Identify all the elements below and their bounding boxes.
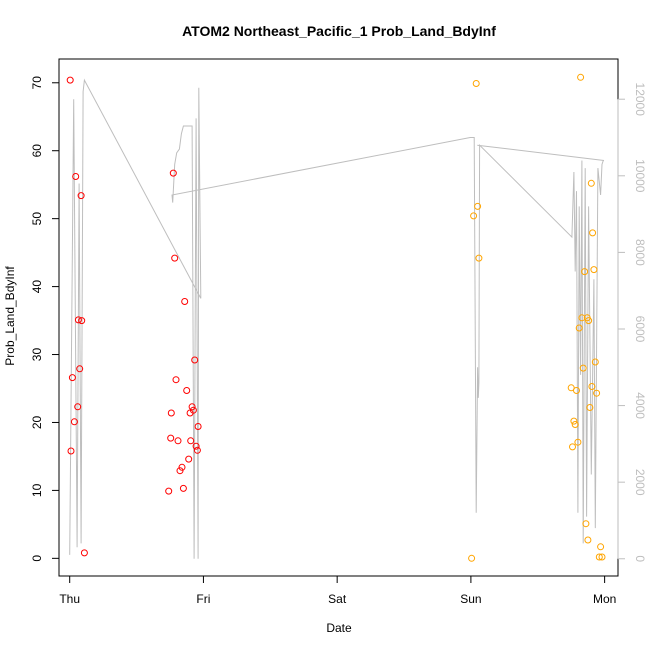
y-tick-label: 30 (30, 348, 44, 362)
data-point-series-1 (187, 437, 195, 445)
data-point-series-1 (74, 316, 82, 324)
data-point-series-2 (575, 324, 583, 332)
data-point-series-1 (68, 374, 76, 382)
data-point-series-1 (176, 467, 184, 475)
data-point-series-2 (595, 553, 603, 561)
data-point-series-1 (181, 298, 189, 305)
data-point-series-2 (591, 358, 599, 366)
data-point-series-2 (586, 404, 594, 411)
data-point-series-1 (72, 173, 80, 180)
right-tick-label: 2000 (633, 469, 647, 496)
data-point-series-1 (74, 403, 82, 411)
data-point-series-1 (77, 192, 85, 200)
x-axis-label: Date (326, 621, 352, 635)
data-point-series-2 (474, 202, 482, 210)
right-tick-label: 0 (633, 555, 647, 562)
y-tick-label: 0 (30, 555, 44, 562)
data-point-series-1 (70, 418, 78, 426)
data-point-series-2 (590, 266, 598, 274)
data-point-series-1 (189, 406, 197, 414)
data-point-series-1 (185, 455, 193, 463)
y-axis-left: 0 10 20 30 40 50 60 70 (30, 76, 60, 562)
data-point-series-1 (179, 484, 187, 492)
data-point-series-2 (585, 317, 593, 325)
x-tick-label: Fri (196, 592, 210, 606)
right-tick-label: 12000 (633, 83, 647, 117)
data-point-series-1 (172, 376, 180, 384)
data-point-series-2 (587, 179, 595, 187)
data-point-series-2 (598, 553, 606, 561)
data-point-series-2 (597, 543, 605, 551)
data-point-series-2 (468, 554, 476, 562)
data-point-series-2 (470, 212, 478, 220)
x-tick-label: Sun (460, 592, 481, 606)
data-point-series-1 (192, 442, 200, 450)
y-tick-label: 40 (30, 280, 44, 294)
data-point-series-2 (589, 229, 597, 237)
data-point-series-1 (171, 254, 179, 262)
data-point-series-2 (475, 254, 483, 262)
y-tick-label: 10 (30, 483, 44, 497)
data-point-series-1 (194, 423, 202, 430)
chart-title: ATOM2 Northeast_Pacific_1 Prob_Land_BdyI… (182, 23, 496, 39)
data-point-series-2 (581, 268, 589, 276)
data-point-series-2 (579, 364, 587, 372)
y-tick-label: 70 (30, 76, 44, 90)
right-tick-label: 10000 (633, 159, 647, 193)
data-point-series-2 (570, 417, 578, 425)
data-point-series-2 (472, 80, 480, 87)
y-axis-label: Prob_Land_BdyInf (3, 266, 17, 366)
data-point-series-1 (188, 403, 196, 411)
data-point-series-1 (167, 409, 175, 417)
data-point-series-2 (574, 438, 582, 446)
line-series-group (69, 78, 605, 559)
points-group (66, 73, 606, 562)
y-tick-label: 60 (30, 144, 44, 158)
line-series (69, 78, 605, 559)
data-point-series-2 (593, 389, 601, 397)
x-tick-label: Sat (328, 592, 347, 606)
right-tick-label: 8000 (633, 239, 647, 266)
right-tick-label: 6000 (633, 316, 647, 343)
data-point-series-2 (569, 443, 576, 451)
data-point-series-1 (174, 437, 182, 445)
data-point-series-1 (178, 463, 186, 471)
data-point-series-1 (80, 549, 88, 557)
x-axis: Thu Fri Sat Sun Mon (59, 575, 616, 606)
data-point-series-2 (588, 383, 596, 390)
data-point-series-2 (578, 314, 586, 322)
data-point-series-2 (582, 520, 590, 528)
data-point-series-1 (191, 356, 199, 364)
data-point-series-2 (584, 536, 592, 544)
data-point-series-1 (66, 76, 74, 84)
data-point-series-1 (169, 169, 177, 177)
data-point-series-2 (567, 384, 575, 392)
data-point-series-2 (577, 73, 585, 81)
data-point-series-1 (183, 387, 191, 394)
data-point-series-1 (78, 317, 86, 325)
data-point-series-2 (571, 421, 579, 428)
plot-frame (58, 58, 619, 577)
y-axis-right: 0 2000 4000 6000 8000 10000 12000 (617, 83, 647, 562)
x-tick-label: Mon (593, 592, 616, 606)
y-tick-label: 20 (30, 415, 44, 429)
data-point-series-1 (165, 487, 173, 495)
right-tick-label: 4000 (633, 392, 647, 419)
x-tick-label: Thu (59, 592, 80, 606)
y-tick-label: 50 (30, 212, 44, 226)
data-point-series-2 (573, 387, 580, 394)
data-point-series-1 (167, 434, 175, 442)
data-point-series-1 (76, 365, 84, 373)
data-point-series-1 (193, 446, 201, 454)
data-point-series-1 (67, 447, 75, 455)
